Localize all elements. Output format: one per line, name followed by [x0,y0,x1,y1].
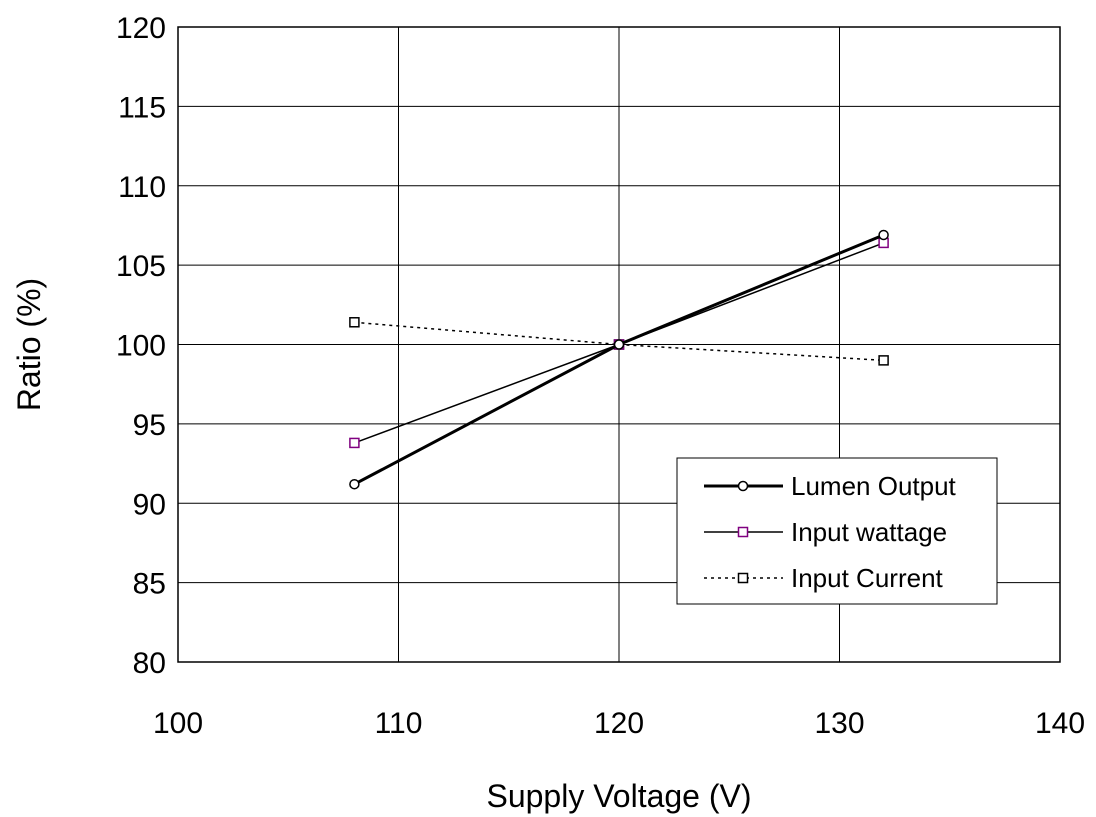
legend-item: Input Current [704,563,944,593]
x-tick-label: 130 [814,707,864,740]
y-tick-label: 85 [133,568,166,601]
data-point [349,317,360,328]
y-tick-label: 90 [133,488,166,521]
plot-area-border [177,26,1061,663]
data-point [349,478,360,490]
series-0 [349,229,889,490]
legend-item: Input wattage [704,517,947,547]
tick-labels: 80 85 90 95 100 105 110 115 120 100 110 120 130 140 [116,12,1085,740]
y-tick-label: 105 [116,250,166,283]
y-tick-label: 110 [118,171,166,204]
legend: Lumen Output Input wattage Input Current [676,457,998,605]
legend-marker [737,480,749,492]
y-axis-title: Ratio (%) [11,278,47,411]
legend-box [676,457,998,605]
legend-label: Input Current [791,563,944,593]
legend-label: Input wattage [791,517,947,547]
series-line [354,321,884,362]
legend-item: Lumen Output [704,471,957,501]
legend-label: Lumen Output [791,471,957,501]
y-tick-label: 80 [133,647,166,680]
data-point [878,229,889,241]
data-point [878,355,889,366]
legend-marker [737,572,749,584]
x-axis-title: Supply Voltage (V) [486,778,751,814]
x-tick-label: 120 [594,707,644,740]
x-tick-label: 100 [153,707,203,740]
x-tick-label: 140 [1035,707,1085,740]
y-tick-label: 120 [116,12,166,45]
x-tick-label: 110 [375,707,423,740]
y-tick-label: 95 [133,409,166,442]
data-point [613,339,625,350]
data-point [349,437,360,449]
y-tick-label: 100 [116,330,166,363]
legend-marker [737,526,749,538]
y-tick-label: 115 [118,91,166,124]
series-lines [349,229,889,490]
